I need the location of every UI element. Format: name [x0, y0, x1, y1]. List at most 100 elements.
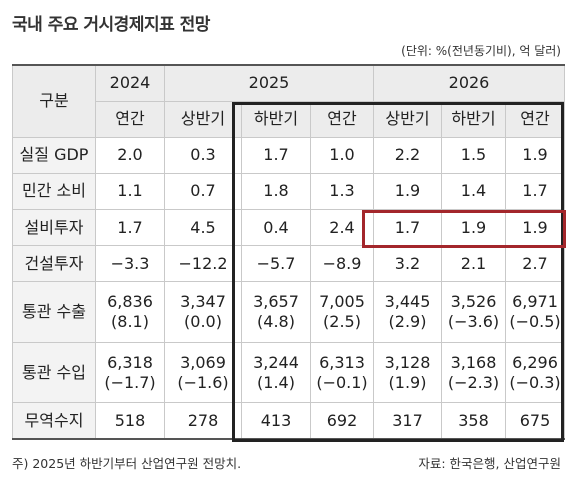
- cell-growth-rate: (−2.3): [447, 372, 500, 392]
- table-row: 통관 수입 6,318 (−1.7) 3,069 (−1.6) 3,244 (1.4) 6,3…: [12, 341, 565, 404]
- table-cell: 1.7: [373, 208, 442, 247]
- table-cell: 1.7: [241, 136, 311, 174]
- cell-value: 6,296: [512, 352, 558, 372]
- table-cell: −3.3: [95, 245, 165, 283]
- cell-value: 2.1: [460, 253, 487, 273]
- cell-value: 3,244: [253, 352, 299, 372]
- cell-value: 0.3: [190, 145, 216, 165]
- table-cell: 675: [505, 402, 565, 441]
- cell-value: 0.7: [190, 181, 216, 201]
- cell-value: 1.3: [329, 181, 355, 201]
- table-cell: −8.9: [310, 245, 374, 283]
- cell-value: 3,445: [384, 292, 431, 312]
- source-note: 자료: 한국은행, 산업연구원: [418, 456, 561, 471]
- table-cell: 2.2: [373, 136, 442, 174]
- cell-value: 2.0: [117, 145, 143, 165]
- cell-value: 1.4: [460, 181, 487, 201]
- table-cell: 1.9: [505, 136, 565, 174]
- row-label: 실질 GDP: [12, 136, 96, 174]
- page-title: 국내 주요 거시경제지표 전망: [12, 15, 210, 35]
- row-label: 무역수지: [12, 402, 96, 441]
- cell-value: 1.7: [394, 217, 421, 237]
- table-cell: 1.4: [441, 172, 506, 210]
- footnote: 주) 2025년 하반기부터 산업연구원 전망치.: [12, 456, 242, 471]
- cell-growth-rate: (−0.3): [509, 372, 561, 392]
- table-cell: 1.7: [505, 172, 565, 210]
- cell-value: 1.5: [460, 145, 487, 165]
- cell-value: 6,971: [512, 292, 558, 312]
- cell-value: 1.7: [522, 181, 548, 201]
- table-cell: 3,168 (−2.3): [441, 341, 506, 404]
- table-cell: 1.7: [95, 208, 165, 247]
- table-cell: 6,971 (−0.5): [505, 281, 565, 343]
- table-row: 민간 소비 1.1 0.7 1.8 1.3 1.9 1.4 1.7: [12, 172, 565, 210]
- cell-value: 1.1: [117, 181, 143, 201]
- table-cell: 1.5: [441, 136, 506, 174]
- table-cell: 1.9: [373, 172, 442, 210]
- cell-growth-rate: (1.9): [388, 372, 427, 392]
- table-cell: 692: [310, 402, 374, 441]
- cell-value: 1.9: [394, 181, 421, 201]
- table-cell: 1.9: [505, 208, 565, 247]
- table-cell: 2.7: [505, 245, 565, 283]
- table-cell: 0.4: [241, 208, 311, 247]
- header-period: 하반기: [241, 100, 311, 138]
- header-year-2026: 2026: [373, 64, 565, 102]
- cell-value: 3,069: [180, 352, 226, 372]
- table-row: 통관 수출 6,836 (8.1) 3,347 (0.0) 3,657 (4.8) 7,005…: [12, 281, 565, 343]
- cell-value: 0.4: [263, 217, 289, 237]
- cell-value: 3,657: [253, 292, 299, 312]
- header-year-2025: 2025: [164, 64, 374, 102]
- cell-growth-rate: (1.4): [257, 372, 295, 392]
- cell-value: 2.4: [329, 217, 355, 237]
- table-cell: 3,128 (1.9): [373, 341, 442, 404]
- table-cell: 0.7: [164, 172, 242, 210]
- table-cell: 3,526 (−3.6): [441, 281, 506, 343]
- header-period: 하반기: [441, 100, 506, 138]
- unit-note: (단위: %(전년동기비), 억 달러): [401, 44, 561, 58]
- table-cell: 3,069 (−1.6): [164, 341, 242, 404]
- cell-growth-rate: (2.5): [323, 312, 361, 332]
- cell-value: −8.9: [322, 253, 362, 273]
- cell-value: −12.2: [178, 253, 228, 273]
- cell-value: 3,526: [450, 292, 497, 312]
- cell-value: 358: [458, 410, 489, 430]
- table-cell: 6,296 (−0.3): [505, 341, 565, 404]
- table-cell: 6,313 (−0.1): [310, 341, 374, 404]
- table-cell: 2.0: [95, 136, 165, 174]
- table-cell: −5.7: [241, 245, 311, 283]
- row-label: 통관 수출: [12, 281, 96, 343]
- table-cell: 413: [241, 402, 311, 441]
- table-cell: 3,244 (1.4): [241, 341, 311, 404]
- table-cell: 4.5: [164, 208, 242, 247]
- header-period: 연간: [95, 100, 165, 138]
- cell-value: 2.7: [522, 253, 548, 273]
- cell-growth-rate: (0.0): [184, 312, 222, 332]
- table-cell: 1.3: [310, 172, 374, 210]
- table-cell: 3,445 (2.9): [373, 281, 442, 343]
- cell-value: 413: [260, 410, 292, 430]
- table-cell: 317: [373, 402, 442, 441]
- cell-growth-rate: (4.8): [257, 312, 295, 332]
- row-label: 통관 수입: [12, 341, 96, 404]
- cell-value: 1.0: [329, 145, 355, 165]
- table-cell: 518: [95, 402, 165, 441]
- cell-value: 518: [114, 410, 146, 430]
- row-label: 건설투자: [12, 245, 96, 283]
- cell-growth-rate: (−0.5): [509, 312, 561, 332]
- header-period: 연간: [310, 100, 374, 138]
- cell-value: 3,347: [180, 292, 226, 312]
- table-cell: 6,836 (8.1): [95, 281, 165, 343]
- table-cell: 0.3: [164, 136, 242, 174]
- cell-value: 278: [187, 410, 219, 430]
- row-label: 민간 소비: [12, 172, 96, 210]
- table-cell: 1.8: [241, 172, 311, 210]
- cell-value: −3.3: [110, 253, 150, 273]
- cell-growth-rate: (−0.1): [316, 372, 368, 392]
- cell-value: 1.9: [522, 217, 548, 237]
- table-row: 건설투자 −3.3 −12.2 −5.7 −8.9 3.2 2.1 2.7: [12, 245, 565, 283]
- header-period: 상반기: [373, 100, 442, 138]
- table-cell: 7,005 (2.5): [310, 281, 374, 343]
- table-cell: 2.1: [441, 245, 506, 283]
- cell-growth-rate: (8.1): [111, 312, 149, 332]
